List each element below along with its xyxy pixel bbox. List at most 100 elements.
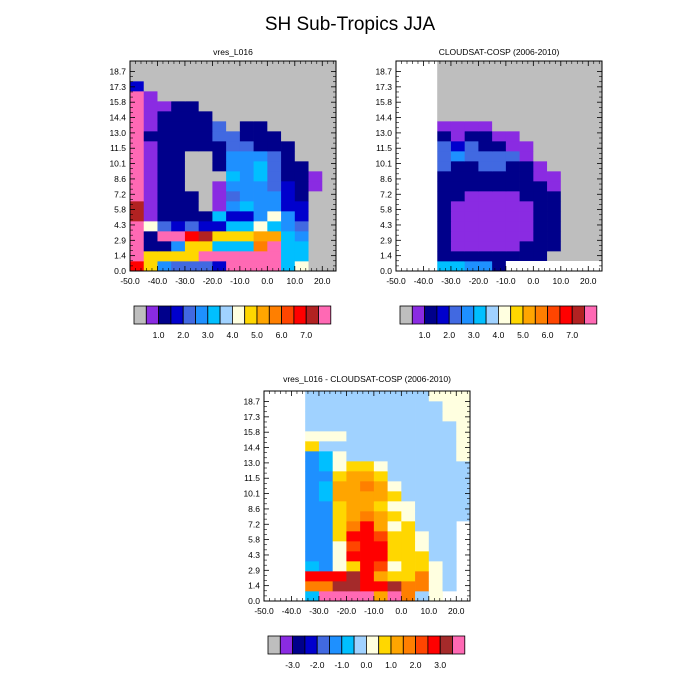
heatmap-cell xyxy=(318,591,334,602)
heatmap-cell xyxy=(239,111,254,122)
y-tick-label: 13.0 xyxy=(375,128,392,138)
heatmap-cell xyxy=(308,151,323,162)
heatmap-cell xyxy=(267,251,282,262)
heatmap-cell xyxy=(281,161,296,172)
heatmap-cell xyxy=(294,201,309,212)
heatmap-cell xyxy=(442,411,457,422)
x-tick-label: -50.0 xyxy=(254,606,274,616)
heatmap-cell xyxy=(492,201,507,212)
heatmap-cell xyxy=(560,191,575,202)
heatmap-cell xyxy=(171,221,186,232)
heatmap-cell xyxy=(294,61,309,72)
heatmap-cell xyxy=(281,131,296,142)
heatmap-cell xyxy=(346,551,361,562)
heatmap-cell xyxy=(143,261,158,272)
colorbar-label: 2.0 xyxy=(443,330,455,340)
y-tick-label: 2.9 xyxy=(248,565,260,575)
heatmap-cell xyxy=(308,231,323,242)
heatmap-cell xyxy=(226,131,241,142)
y-tick-label: 18.7 xyxy=(243,397,260,407)
heatmap-cell xyxy=(198,151,213,162)
panel-title: vres_L016 xyxy=(213,47,253,57)
heatmap-cell xyxy=(198,221,213,232)
heatmap-cell xyxy=(198,251,213,262)
heatmap-cell xyxy=(212,141,227,152)
heatmap-cell xyxy=(281,121,296,132)
heatmap-cell xyxy=(198,171,213,182)
heatmap-cell xyxy=(442,431,457,442)
heatmap-cell xyxy=(450,251,466,262)
heatmap-cell xyxy=(322,111,337,122)
heatmap-cell xyxy=(401,581,416,592)
heatmap-cell xyxy=(157,161,172,172)
heatmap-cell xyxy=(442,501,457,512)
heatmap-cell xyxy=(322,91,337,102)
heatmap-cell xyxy=(574,131,589,142)
heatmap-cell xyxy=(322,211,337,222)
heatmap-cell xyxy=(346,581,361,592)
heatmap-cell xyxy=(492,261,507,272)
heatmap-cell xyxy=(428,421,443,432)
heatmap-cell xyxy=(130,201,145,212)
heatmap-cell xyxy=(560,241,575,252)
heatmap-cell xyxy=(533,221,548,232)
heatmap-cell xyxy=(305,401,320,412)
heatmap-cell xyxy=(332,531,347,542)
heatmap-cell xyxy=(346,391,361,402)
heatmap-cell xyxy=(505,171,520,182)
heatmap-cell xyxy=(130,101,145,112)
y-tick-label: 1.4 xyxy=(114,251,126,261)
heatmap-cell xyxy=(198,101,213,112)
colorbar-box xyxy=(133,305,147,325)
heatmap-cell xyxy=(322,161,337,172)
heatmap-cell xyxy=(157,141,172,152)
heatmap-cell xyxy=(267,71,282,82)
heatmap-cell xyxy=(519,121,534,132)
heatmap-cell xyxy=(318,571,334,582)
heatmap-cell xyxy=(318,521,334,532)
heatmap-cell xyxy=(239,251,254,262)
heatmap-cell xyxy=(198,111,213,122)
heatmap-cell xyxy=(450,201,466,212)
x-tick-label: -10.0 xyxy=(496,276,516,286)
heatmap-cell xyxy=(505,161,520,172)
colorbar-label: 0.0 xyxy=(360,660,372,670)
heatmap-cell xyxy=(130,181,145,192)
heatmap-cell xyxy=(212,201,227,212)
heatmap-cell xyxy=(401,551,416,562)
heatmap-cell xyxy=(387,391,402,402)
heatmap-cell xyxy=(442,531,457,542)
heatmap-cell xyxy=(437,91,452,102)
heatmap-cell xyxy=(198,71,213,82)
heatmap-cell xyxy=(450,211,466,222)
heatmap-cell xyxy=(588,111,603,122)
heatmap-cell xyxy=(456,501,471,512)
heatmap-cell xyxy=(171,161,186,172)
heatmap-cell xyxy=(547,231,562,242)
heatmap-cell xyxy=(198,181,213,192)
heatmap-cell xyxy=(547,111,562,122)
heatmap-cell xyxy=(239,91,254,102)
heatmap-cell xyxy=(305,391,320,402)
heatmap-cell xyxy=(387,571,402,582)
heatmap-cell xyxy=(184,111,200,122)
heatmap-cell xyxy=(588,151,603,162)
heatmap-cell xyxy=(253,221,268,232)
heatmap-cell xyxy=(130,241,145,252)
heatmap-cell xyxy=(450,231,466,242)
heatmap-cell xyxy=(239,141,254,152)
heatmap-cell xyxy=(171,101,186,112)
heatmap-cell xyxy=(450,71,466,82)
heatmap-cell xyxy=(171,131,186,142)
heatmap-cell xyxy=(253,231,268,242)
heatmap-cell xyxy=(588,201,603,212)
heatmap-cell xyxy=(505,241,520,252)
heatmap-cell xyxy=(505,131,520,142)
heatmap-cell xyxy=(415,461,430,472)
heatmap-cell xyxy=(428,411,443,422)
heatmap-cell xyxy=(415,401,430,412)
heatmap-cell xyxy=(519,81,534,92)
heatmap-cell xyxy=(373,581,388,592)
heatmap-cell xyxy=(318,551,334,562)
heatmap-cell xyxy=(456,391,471,402)
